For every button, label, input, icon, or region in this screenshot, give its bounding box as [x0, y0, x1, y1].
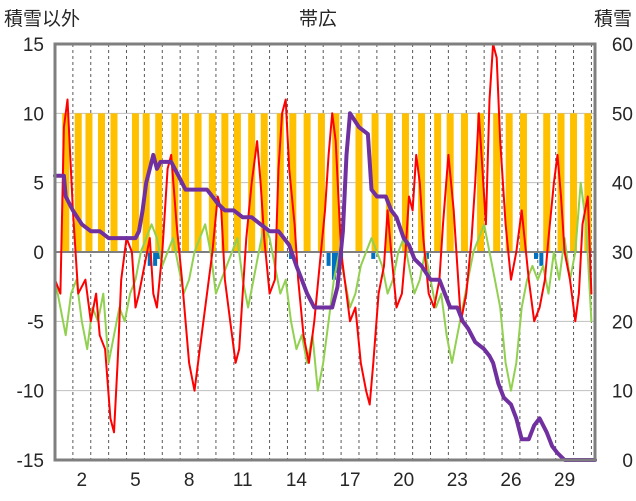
- right-tick-label: 0: [622, 451, 633, 472]
- sunshine-bar: [493, 113, 501, 252]
- precipitation-bar: [539, 252, 544, 266]
- temperature-line: [54, 43, 593, 434]
- left-tick-label: 10: [23, 104, 44, 125]
- left-tick-label: -5: [27, 312, 44, 333]
- x-tick-label: 2: [77, 470, 88, 491]
- sunshine-bar: [110, 113, 118, 252]
- sunshine-bar: [74, 113, 82, 252]
- sunshine-bar: [317, 113, 325, 252]
- precipitation-bar: [533, 252, 538, 259]
- precipitation-bar: [331, 252, 336, 280]
- precipitation-bar: [156, 252, 161, 259]
- sunshine-bar: [355, 113, 363, 252]
- left-tick-label: -15: [17, 451, 44, 472]
- sunshine-bar: [260, 113, 268, 252]
- x-tick-label: 26: [500, 470, 521, 491]
- sunshine-bar: [401, 113, 409, 252]
- x-tick-labels: 2 5 8 11 14 17 20 23 26 29: [77, 470, 576, 491]
- plot-border: [53, 42, 597, 462]
- x-tick-label: 5: [130, 470, 141, 491]
- sunshine-bar: [385, 113, 393, 252]
- secondary-line: [54, 181, 593, 392]
- precipitation-bar: [371, 252, 376, 259]
- sunshine-bar: [85, 113, 93, 252]
- right-tick-label: 60: [612, 35, 633, 56]
- sunshine-bar: [434, 113, 442, 252]
- x-tick-label: 11: [233, 470, 253, 491]
- right-tick-labels: 60 50 40 30 20 10 0: [612, 35, 633, 472]
- sunshine-bar: [131, 113, 139, 252]
- sunshine-bar: [332, 113, 340, 252]
- sunshine-bar: [570, 113, 578, 252]
- sunshine-bar: [276, 113, 284, 252]
- sunshine-bar: [233, 113, 241, 252]
- series-lines: [53, 43, 597, 462]
- right-tick-label: 20: [612, 312, 633, 333]
- sunshine-bar: [371, 113, 379, 252]
- right-tick-label: 30: [612, 243, 633, 264]
- left-tick-label: 0: [33, 243, 44, 264]
- left-tick-label: -10: [17, 382, 44, 403]
- x-tick-label: 17: [339, 470, 360, 491]
- x-tick-label: 23: [447, 470, 468, 491]
- sunshine-bar: [208, 113, 216, 252]
- x-tick-label: 14: [286, 470, 308, 491]
- snow-depth-line: [53, 111, 597, 462]
- precipitation-bar: [424, 252, 429, 259]
- sunshine-bar: [477, 113, 485, 252]
- left-tick-label: 15: [23, 35, 44, 56]
- sunshine-bar: [505, 113, 513, 252]
- right-tick-label: 10: [612, 382, 633, 403]
- sunshine-bar: [221, 113, 229, 252]
- precipitation-bar: [153, 252, 158, 266]
- precipitation-bar: [326, 252, 331, 266]
- sunshine-bar: [289, 113, 297, 252]
- x-tick-label: 20: [393, 470, 414, 491]
- precipitation-bar: [147, 252, 152, 266]
- chart-title: 帯広: [299, 8, 337, 30]
- sunshine-bar: [519, 113, 527, 252]
- x-tick-label: 29: [554, 470, 575, 491]
- left-axis-label: 積雪以外: [4, 8, 80, 30]
- sunshine-bar: [194, 113, 202, 252]
- sunshine-bar: [97, 113, 105, 252]
- sunshine-bar: [584, 113, 592, 252]
- x-tick-label: 8: [184, 470, 195, 491]
- sunshine-bar: [182, 113, 190, 252]
- sunshine-bar: [543, 113, 551, 252]
- sunshine-bar: [155, 113, 163, 252]
- right-tick-label: 50: [612, 104, 633, 125]
- sunshine-bar: [171, 113, 179, 252]
- right-tick-label: 40: [612, 174, 633, 195]
- left-tick-labels: 15 10 5 0 -5 -10 -15: [17, 35, 44, 472]
- left-tick-label: 5: [33, 174, 44, 195]
- sunshine-bar: [557, 113, 565, 252]
- sunshine-bar: [303, 113, 311, 252]
- sunshine-bar: [418, 113, 426, 252]
- right-axis-label: 積雪: [594, 8, 632, 30]
- sunshine-bar: [460, 113, 468, 252]
